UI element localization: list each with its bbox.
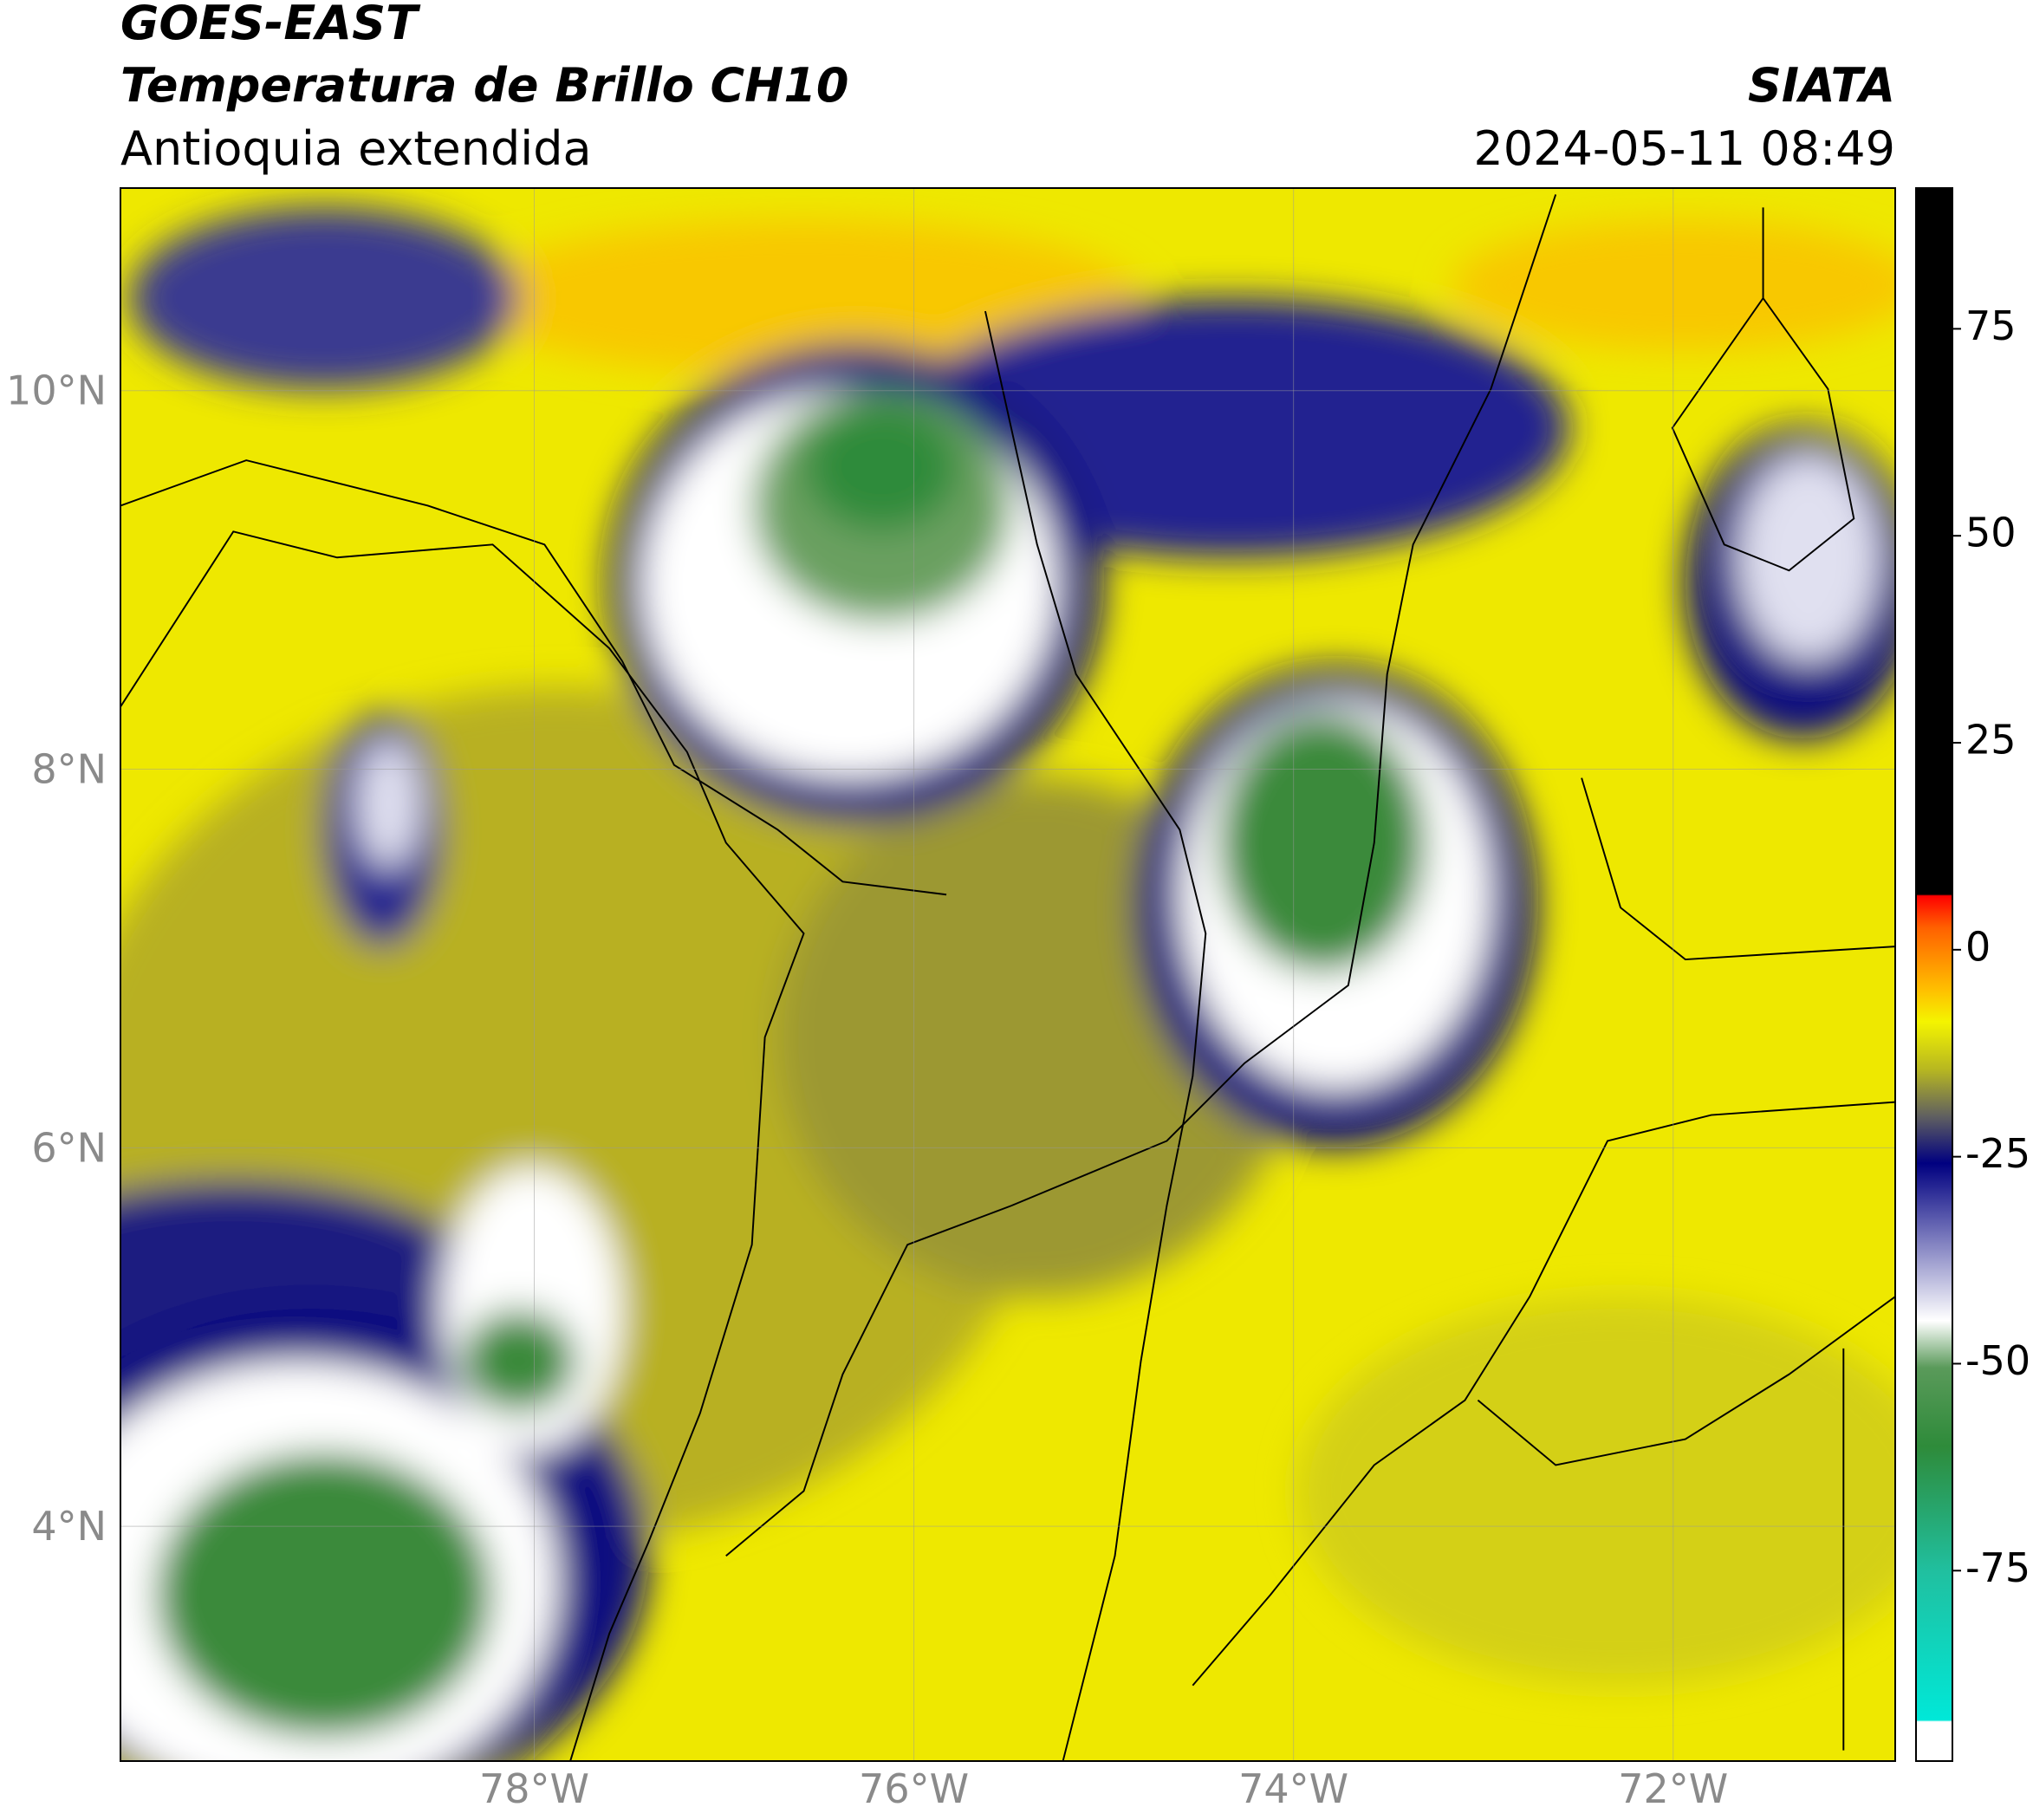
x-tick-label: 78°W [479,1765,589,1812]
colorbar-tick-label: 75 [1965,302,2017,349]
colorbar [1915,187,1953,1762]
y-tick-label: 4°N [31,1503,107,1550]
colorbar-tick-label: -50 [1965,1337,2030,1384]
region: Antioquia extendida [120,121,592,176]
y-tick-label: 6°N [31,1124,107,1171]
timestamp: 2024-05-11 08:49 [1473,121,1895,176]
colorbar-tick-label: 50 [1965,510,2017,556]
y-tick-label: 10°N [6,367,107,414]
subtitle: Temperatura de Brillo CH10 [120,58,849,113]
colorbar-tick-label: 0 [1965,923,1991,970]
x-tick-label: 76°W [859,1765,969,1812]
x-tick-label: 72°W [1618,1765,1728,1812]
title: GOES-EAST [120,0,421,50]
colorbar-tick-label: 25 [1965,717,2017,764]
plot-frame [120,187,1896,1762]
source: SIATA [1748,58,1895,113]
satellite-image [120,188,1895,1761]
y-tick-label: 8°N [31,746,107,793]
colorbar-tick-label: -75 [1965,1544,2030,1591]
colorbar-tick-label: -25 [1965,1130,2030,1177]
x-tick-label: 74°W [1238,1765,1348,1812]
